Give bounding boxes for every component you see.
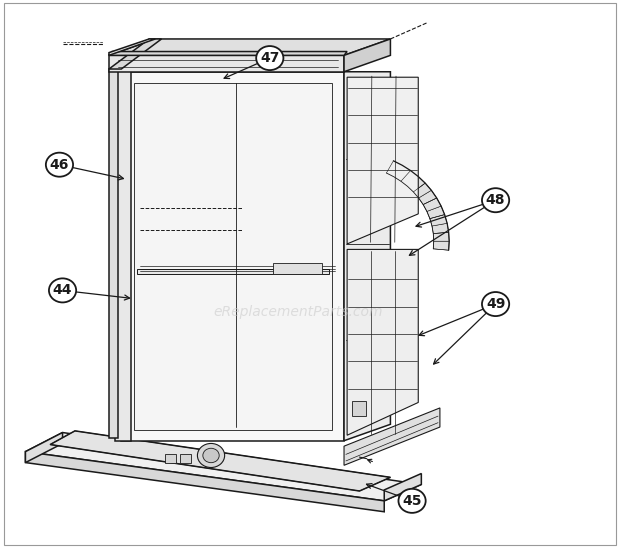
Polygon shape [427,206,445,219]
Circle shape [197,443,224,467]
Polygon shape [25,432,422,501]
Polygon shape [50,431,391,491]
Text: 47: 47 [260,51,280,65]
Text: eReplacementParts.com: eReplacementParts.com [213,305,383,319]
Polygon shape [347,77,419,244]
Polygon shape [347,249,419,435]
Polygon shape [109,39,156,55]
Circle shape [482,292,509,316]
Polygon shape [134,83,332,430]
Polygon shape [273,263,322,274]
Polygon shape [352,401,366,416]
Polygon shape [430,215,447,226]
Circle shape [203,448,219,463]
Polygon shape [384,473,422,501]
Polygon shape [386,161,402,177]
Polygon shape [432,223,449,233]
FancyBboxPatch shape [165,454,175,463]
Polygon shape [407,176,425,192]
Text: 44: 44 [53,283,73,298]
Circle shape [46,153,73,176]
Polygon shape [109,69,118,438]
Polygon shape [401,170,418,186]
Polygon shape [423,198,441,212]
Circle shape [399,489,426,513]
Polygon shape [109,52,347,55]
Polygon shape [433,241,449,250]
Polygon shape [109,39,162,69]
Circle shape [482,188,509,212]
Polygon shape [433,232,449,241]
Polygon shape [115,69,131,441]
Text: 48: 48 [486,193,505,207]
FancyBboxPatch shape [180,454,191,463]
Text: 46: 46 [50,158,69,172]
Polygon shape [418,190,436,204]
Circle shape [256,46,283,70]
Text: 45: 45 [402,494,422,508]
Polygon shape [109,55,344,72]
Polygon shape [122,72,344,441]
Polygon shape [394,165,410,181]
Polygon shape [344,39,391,72]
Polygon shape [25,432,63,463]
Text: 49: 49 [486,297,505,311]
Polygon shape [414,183,432,198]
Polygon shape [25,452,384,512]
Polygon shape [344,72,391,441]
Polygon shape [137,269,329,274]
Polygon shape [109,39,391,55]
Polygon shape [344,408,440,465]
Circle shape [49,278,76,302]
